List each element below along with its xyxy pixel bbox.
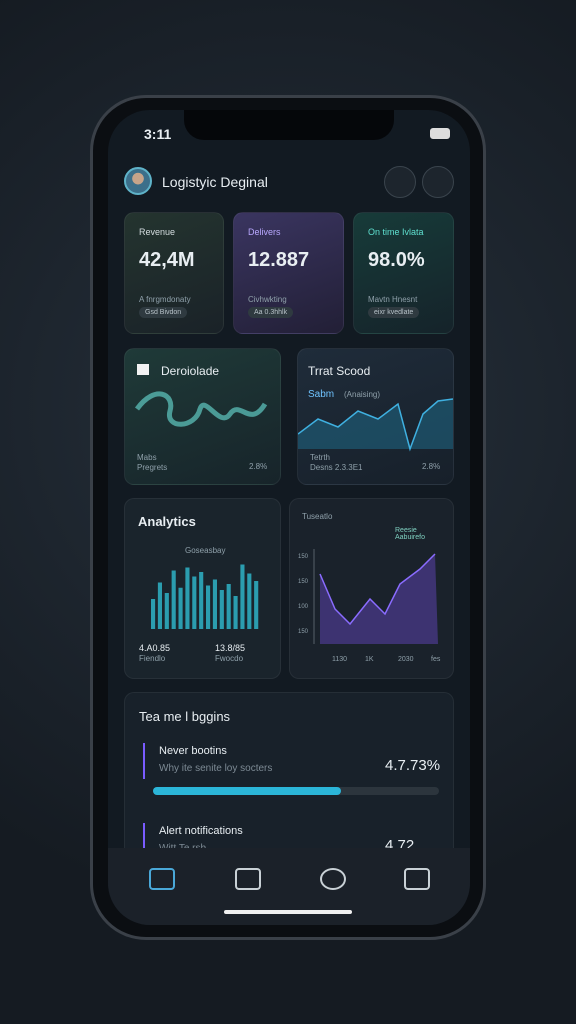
trend-card: Tuseatlo Reesie Aabuirefo 150 150 100 150 1130… [289,498,454,679]
bar [206,585,211,629]
stat-card: On time Ivlata 98.0% Mavtn Hnesnt eixr kved… [353,212,454,334]
panel-sub: Mabs [137,453,157,462]
notch [184,110,394,140]
card-label: Delivers [248,227,281,237]
icon-button[interactable] [384,166,416,198]
header-title: Logistyic Deginal [162,174,268,190]
panel-stat: 2.8% [422,462,441,471]
x-tick-label: fes [431,656,441,663]
analytics-stat-label: Fiendlo [139,654,166,663]
panel-legend-note: (Anaising) [344,390,381,399]
icon [137,364,149,375]
panel-title: Deroiolade [161,364,220,378]
panel-sub: Tetrth [310,453,331,462]
y-tick-label: 150 [298,579,309,585]
bar [185,567,190,629]
progress-fill [153,787,341,795]
panel-legend: Sabm [308,389,335,400]
bar [226,584,231,629]
item-title: Alert notifications [159,825,243,837]
item-value: 4.7.73% [385,757,441,774]
g [298,398,453,452]
bar [151,599,156,629]
nav-button[interactable] [235,868,261,890]
item-title: Never bootins [159,745,227,757]
nav-button[interactable] [149,868,175,890]
icon-button[interactable] [422,166,454,198]
card-note: Civhwkting [248,295,287,304]
panel-card: Deroiolade Mabs Pregrets 2.8% [124,348,281,485]
line [319,553,436,626]
team-card: Tea me l bggins Never bootins Why ite seni… [124,692,454,874]
x-tick-label: 2030 [398,656,414,663]
x-tick-label: 1130 [332,656,348,663]
card-chip: eixr kvedlate [368,307,420,318]
analytics-stat: 4.A0.85 [139,643,171,653]
area-chart [313,549,438,644]
x-tick-label: 1K [365,656,374,663]
panel-graphic [134,364,268,427]
panel-card: Trrat Scood Sabm (Anaising) Tetrth Desns 2.3… [297,348,454,485]
nav-button[interactable] [404,868,430,890]
bar [219,590,224,629]
trend-legend: Reesie Aabuirefo [395,527,425,541]
g [134,364,268,427]
area [320,554,438,644]
bar [192,576,197,629]
card-value: 12.887 [248,249,310,271]
bottom-nav [108,848,470,925]
analytics-card: Analytics Goseasbay 4.A0.85 Fiendlo 13.8/85 F… [124,498,281,679]
analytics-stat: 13.8/85 [215,643,246,653]
item-accent [143,823,145,859]
panel-title: Trrat Scood [308,364,371,378]
wave [134,391,268,427]
bar-chart [151,564,259,629]
y-tick-label: 150 [298,629,309,635]
bar [171,570,176,629]
y-tick-label: 150 [298,554,309,560]
area [298,399,453,449]
analytics-subtitle: Goseasbay [185,546,226,555]
card-note: Mavtn Hnesnt [368,295,418,304]
card-chip: Gsd Bivdon [139,307,188,318]
bar [254,581,259,629]
card-chip: Aa 0.3hhlk [248,307,294,318]
analytics-title: Analytics [138,514,196,529]
bar [212,579,217,629]
home-indicator [224,910,352,914]
item-desc: Why ite senite loy socters [159,763,273,774]
card-value: 42,4M [139,249,195,271]
bar [164,593,169,629]
card-label: Revenue [139,227,176,237]
item-accent [143,743,145,779]
bar [178,587,183,629]
bar [247,573,252,629]
status-icons [430,128,450,139]
bar [240,564,245,629]
bar [199,572,204,629]
panel-graphic [298,398,453,452]
y-tick-label: 100 [298,604,309,610]
stat-card: Delivers 12.887 Civhwkting Aa 0.3hhlk [233,212,344,334]
trend-title: Tuseatlo [302,512,333,521]
card-note: A fnrgmdonaty [139,295,191,304]
status-time: 3:11 [144,126,172,142]
bar [233,596,238,629]
panel-foot: Desns 2.3.3E1 [310,463,363,472]
nav-button[interactable] [320,868,346,890]
panel-stat: 2.8% [249,462,268,471]
bar [157,582,162,629]
avatar [124,167,152,195]
panel-foot: Pregrets [137,463,168,472]
card-value: 98.0% [368,249,425,271]
card-label: On time Ivlata [368,227,424,237]
team-title: Tea me l bggins [139,709,231,724]
analytics-stat-label: Fwocdo [215,654,244,663]
line [298,398,453,452]
stat-card: Revenue 42,4M A fnrgmdonaty Gsd Bivdon [124,212,224,334]
